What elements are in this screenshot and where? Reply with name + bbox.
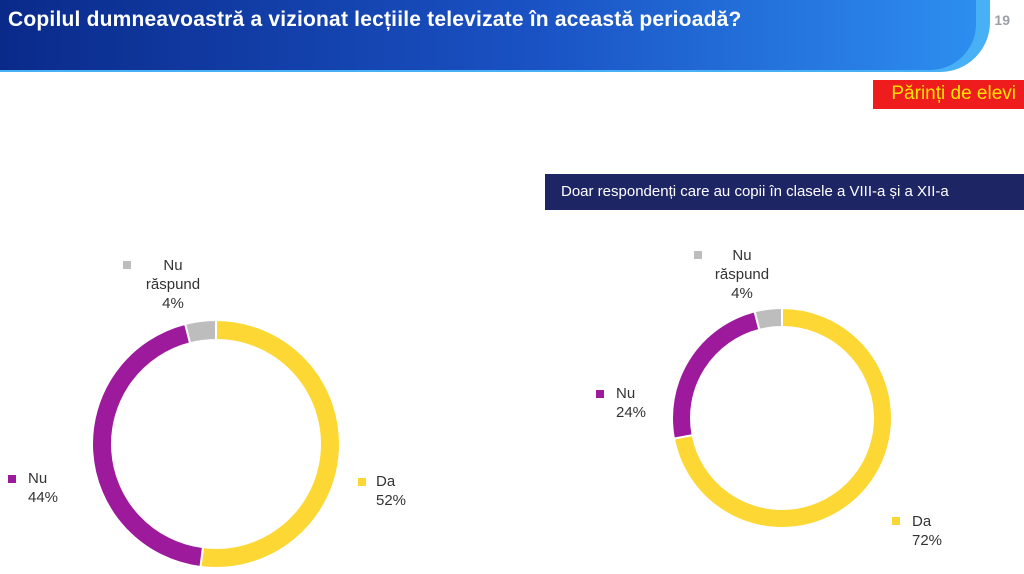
header-bar [0, 0, 976, 70]
page-number: 19 [994, 12, 1010, 28]
donut2-slice-nu [671, 310, 761, 440]
donut2-category-label-0: Da [912, 513, 932, 530]
donut1-legend-marker-1 [8, 475, 16, 483]
donut2-value-label-1: 24% [616, 404, 646, 421]
donut2-slice-da [672, 306, 893, 529]
donut1-category-label-0: Da [376, 473, 396, 490]
donut1-category-label-2: Nu [163, 257, 182, 274]
donut1-value-label-0: 52% [376, 492, 406, 509]
donut1-category-label-1: Nu [28, 470, 47, 487]
donut2-category-label-1: Nu [616, 385, 635, 402]
donut1-value-label-2: 4% [162, 295, 184, 312]
donut1-slice-da [199, 318, 341, 569]
donut2-value-label-2: 4% [731, 285, 753, 302]
donut2-value-label-0: 72% [912, 532, 942, 549]
donut1-value-label-1: 44% [28, 489, 58, 506]
donut2-category-label-2: răspund [715, 266, 769, 283]
donut2-legend-marker-0 [892, 517, 900, 525]
donut1-slice-nu-răspund [183, 318, 217, 345]
subset-banner: Doar respondenți care au copii în clasel… [545, 174, 1024, 210]
donut2-category-label-2: Nu [732, 247, 751, 264]
audience-badge: Părinți de elevi [873, 80, 1024, 109]
donut1-legend-marker-2 [123, 261, 131, 269]
donut1-legend-marker-0 [358, 478, 366, 486]
donut2-slice-nu-răspund [753, 306, 783, 332]
donut1-category-label-2: răspund [146, 276, 200, 293]
donut2-legend-marker-1 [596, 390, 604, 398]
donut2-legend-marker-2 [694, 251, 702, 259]
page-title: Copilul dumneavoastră a vizionat lecțiil… [8, 8, 742, 31]
donut1-slice-nu [91, 322, 205, 569]
